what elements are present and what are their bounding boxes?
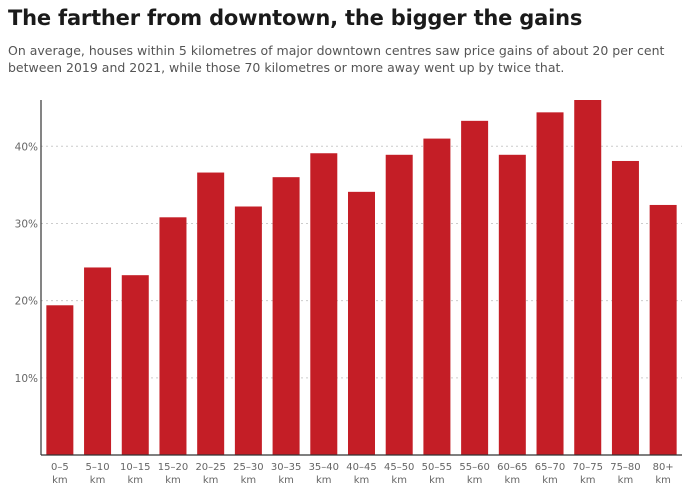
- x-tick-label: 40–45 km: [346, 462, 376, 486]
- y-tick-label: 10%: [15, 373, 38, 385]
- x-tick-label: 10–15 km: [120, 462, 150, 486]
- x-tick-label: 65–70 km: [535, 462, 565, 486]
- chart-title: The farther from downtown, the bigger th…: [8, 6, 583, 30]
- x-tick-label: 25–30 km: [233, 462, 263, 486]
- bar: [159, 217, 187, 455]
- bar: [121, 275, 149, 455]
- bar: [272, 177, 300, 455]
- x-tick-label: 45–50 km: [384, 462, 414, 486]
- x-tick-label: 30–35 km: [271, 462, 301, 486]
- bar: [498, 154, 526, 456]
- x-tick-label: 80+ km: [653, 462, 674, 486]
- bar: [649, 204, 677, 455]
- bar: [385, 154, 413, 456]
- bar: [461, 120, 489, 455]
- bar: [46, 305, 74, 455]
- x-tick-label: 50–55 km: [422, 462, 452, 486]
- bar: [234, 206, 262, 455]
- bar: [536, 112, 564, 455]
- bar: [574, 100, 602, 455]
- x-tick-label: 70–75 km: [573, 462, 603, 486]
- x-tick-label: 75–80 km: [610, 462, 640, 486]
- bar: [348, 191, 375, 455]
- x-tick-label: 55–60 km: [459, 462, 489, 486]
- x-tick-label: 15–20 km: [158, 462, 188, 486]
- category-labels: 0–5 km 5–10 km 10–15 km 15–20 km 20–25 km 25–30 km 3…: [51, 462, 674, 486]
- x-tick-label: 60–65 km: [497, 462, 527, 486]
- x-tick-label: 5–10 km: [86, 462, 110, 486]
- bar: [310, 153, 338, 455]
- y-tick-label: 40%: [15, 141, 38, 153]
- bar: [611, 160, 639, 455]
- bar: [197, 172, 225, 456]
- chart-subtitle: On average, houses within 5 kilometres o…: [8, 43, 665, 75]
- bars: [46, 100, 677, 456]
- y-tick-label: 20%: [15, 296, 38, 308]
- x-tick-label: 35–40 km: [309, 462, 339, 486]
- x-tick-label: 0–5 km: [51, 462, 69, 486]
- bar: [84, 267, 112, 455]
- bar: [423, 138, 451, 455]
- y-tick-label: 30%: [15, 218, 38, 230]
- axes: [40, 100, 682, 456]
- x-tick-label: 20–25 km: [195, 462, 225, 486]
